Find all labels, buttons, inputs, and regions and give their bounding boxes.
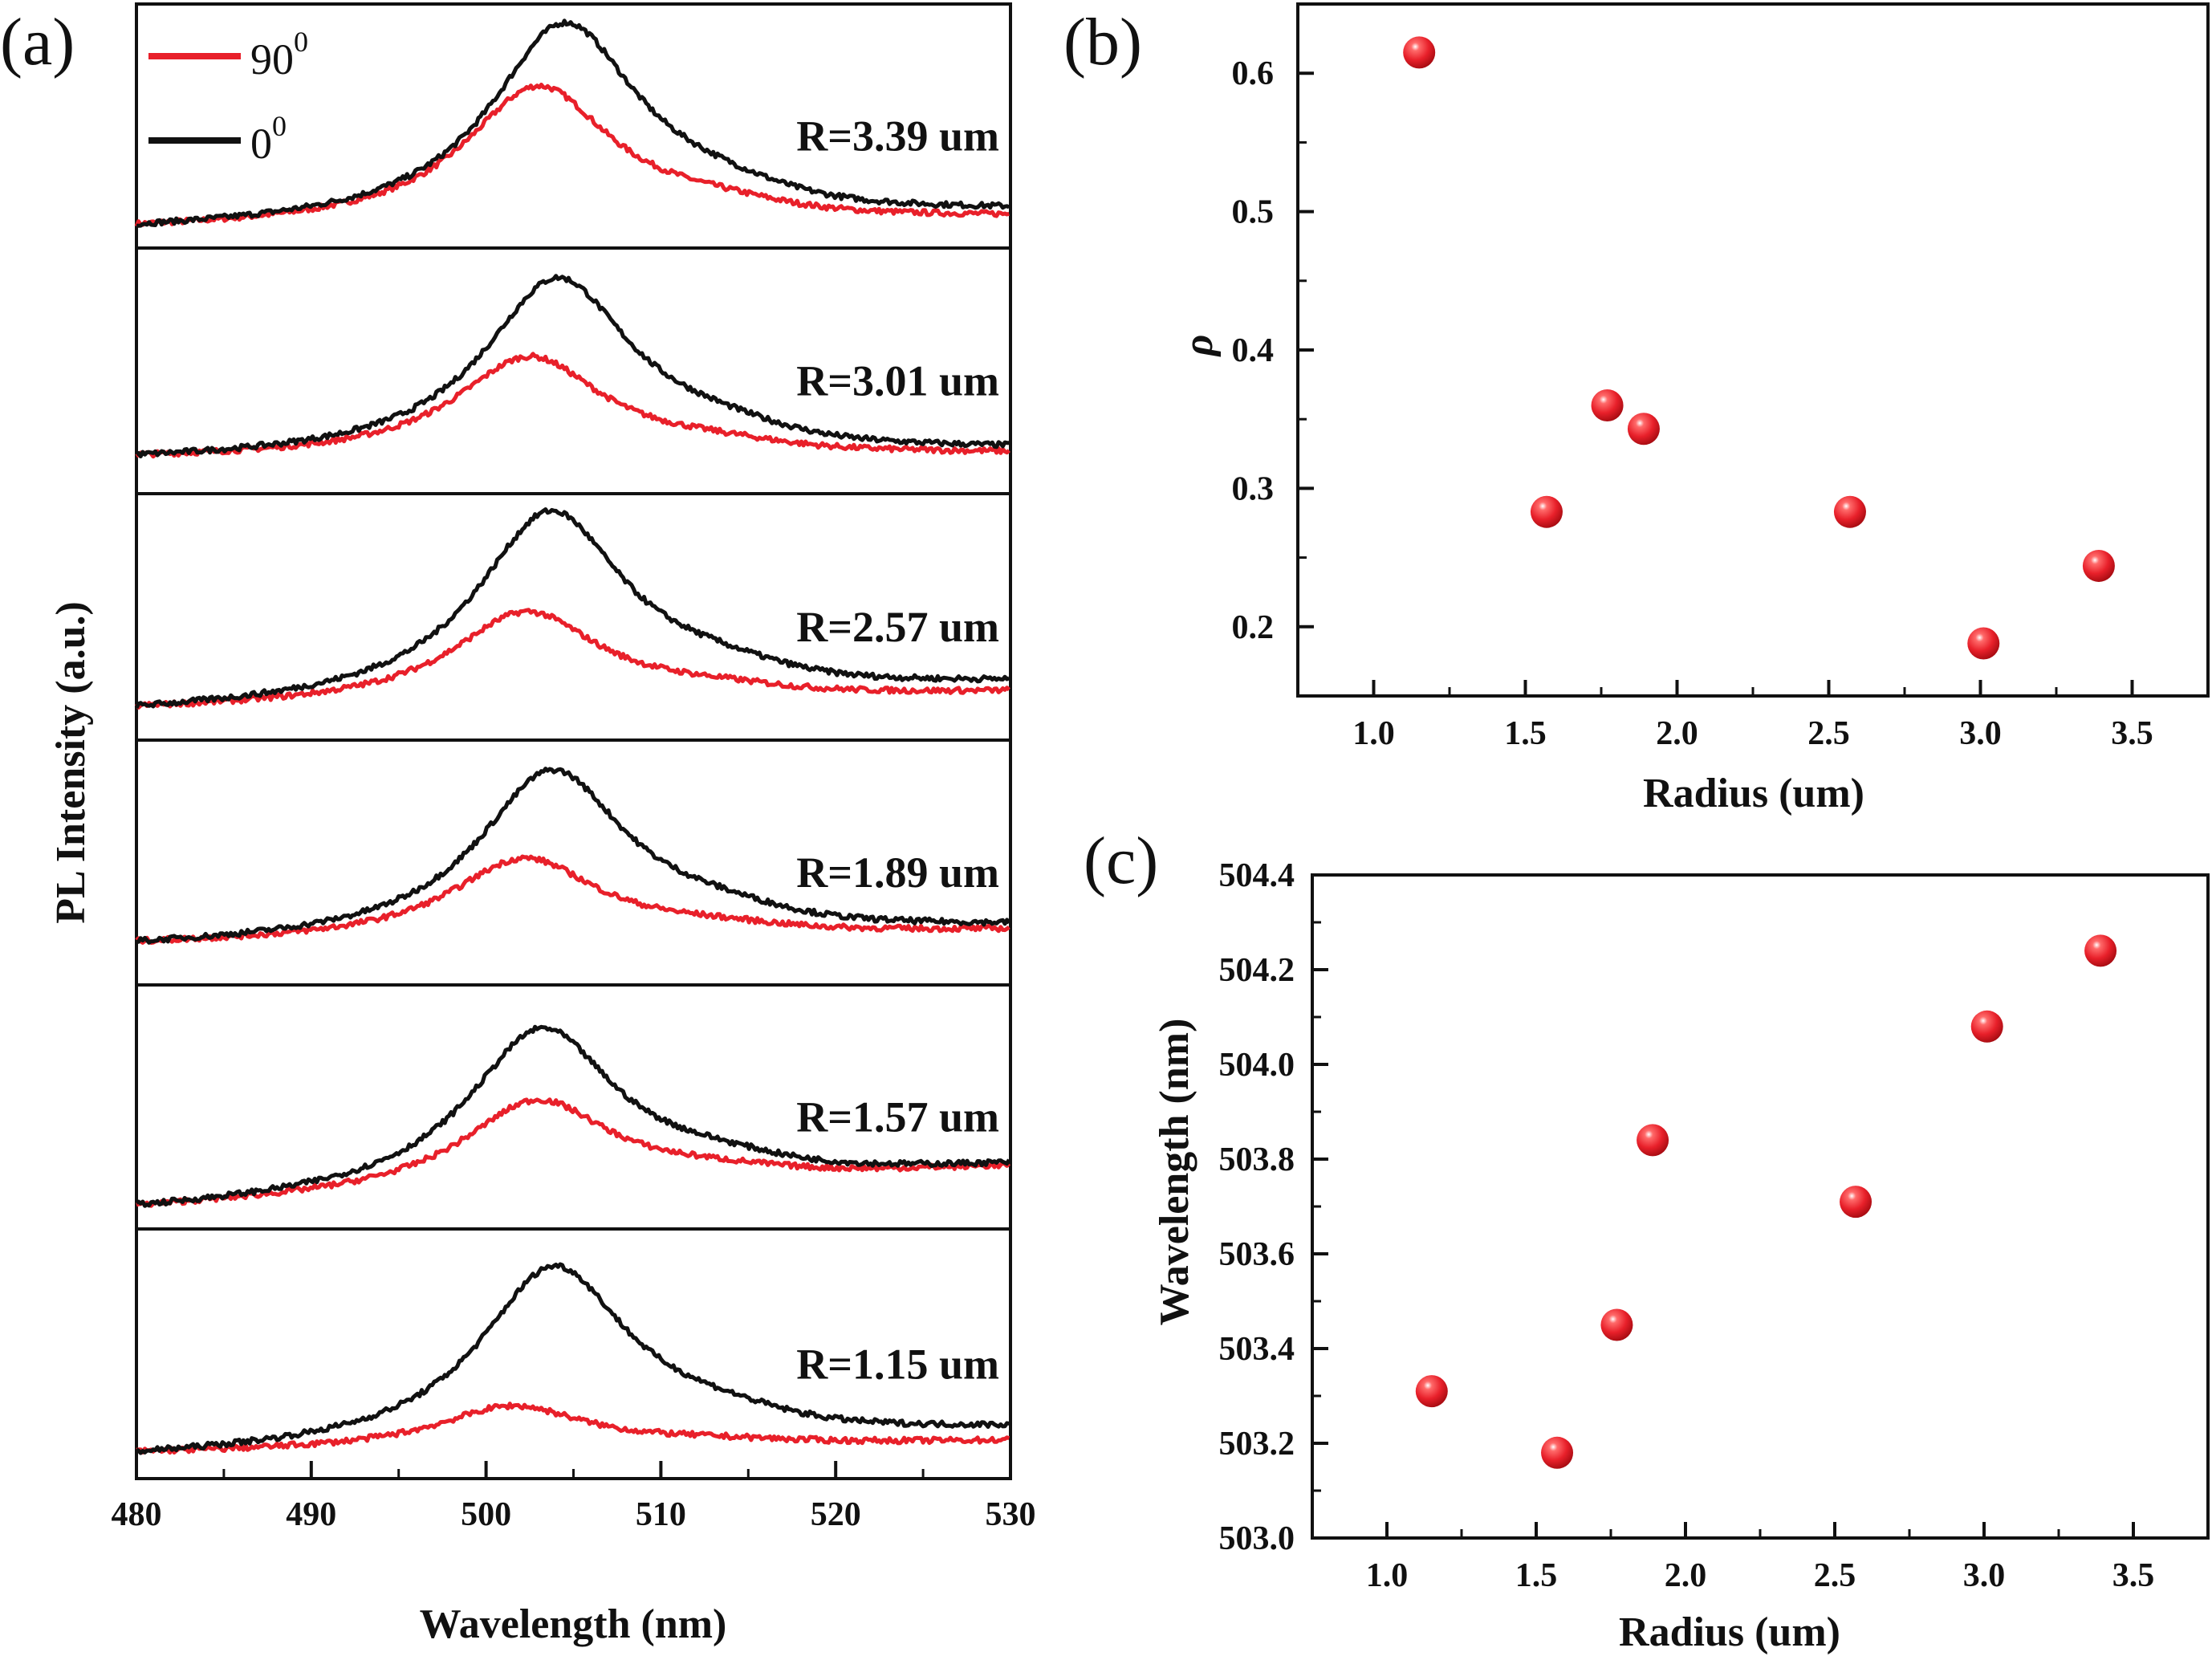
x-tick-label: 2.5 <box>1814 1557 1856 1594</box>
x-tick-label: 490 <box>286 1496 336 1533</box>
data-point <box>2084 934 2117 967</box>
panel-label-a: (a) <box>0 5 75 79</box>
spectrum-red-90deg <box>134 608 1010 710</box>
spectrum-red-90deg <box>134 83 1010 227</box>
radius-label: R=3.39 um <box>796 112 999 160</box>
y-tick-label: 0.6 <box>1232 55 1275 92</box>
radius-label: R=1.89 um <box>796 848 999 897</box>
subplot-3: R=1.89 um <box>135 738 1012 987</box>
data-point <box>1627 413 1660 446</box>
panel-label-c: (c) <box>1084 824 1158 898</box>
subplot-1: R=3.01 um <box>135 246 1012 495</box>
x-tick-label: 1.5 <box>1515 1557 1558 1594</box>
subplot-4: R=1.57 um <box>135 983 1012 1231</box>
spectrum-red-90deg <box>135 854 1010 945</box>
legend-degree: 0 <box>272 110 287 142</box>
spectrum-black-0deg <box>135 274 1010 458</box>
y-tick-label: 504.4 <box>1219 857 1295 894</box>
x-tick-label: 500 <box>461 1496 511 1533</box>
panel-label-b: (b) <box>1063 5 1142 79</box>
panel-b: 1.0 1.5 2.0 2.5 3.0 3.5 0.2 0.3 0.4 0.5 0.6 <box>1232 2 2210 752</box>
x-tick-label: 530 <box>986 1496 1036 1533</box>
data-point <box>1415 1375 1448 1408</box>
radius-label: R=1.57 um <box>796 1092 999 1141</box>
y-tick-label: 504.2 <box>1219 952 1295 989</box>
spectrum-red-90deg <box>136 1402 1010 1455</box>
spectrum-red-90deg <box>136 1097 1011 1208</box>
radius-label: R=1.15 um <box>796 1341 999 1389</box>
panel-a: R=3.39 um R=3.01 um R=2.57 um R=1.89 um R=1.… <box>112 2 1036 1533</box>
spectrum-red-90deg <box>135 352 1010 459</box>
x-tick-label: 3.5 <box>2112 1557 2155 1594</box>
y-tick-label: 0.4 <box>1232 332 1275 369</box>
spectrum-black-0deg <box>136 767 1011 945</box>
data-point <box>1591 389 1624 421</box>
data-point <box>1541 1436 1574 1469</box>
a-xlabel: Wavelength (nm) <box>420 1601 727 1647</box>
x-tick-label: 480 <box>112 1496 162 1533</box>
legend-degree: 0 <box>294 26 308 58</box>
spectrum-black-0deg <box>135 1024 1011 1208</box>
radius-label: R=2.57 um <box>796 603 999 651</box>
subplot-5: R=1.15 um <box>135 1227 1012 1480</box>
data-point <box>1970 1010 2003 1043</box>
legend-label: 900 <box>250 26 308 83</box>
spectrum-black-0deg <box>136 18 1010 228</box>
x-tick-label: 2.0 <box>1665 1557 1707 1594</box>
c-ylabel: Wavelength (nm) <box>1152 1019 1197 1326</box>
y-tick-label: 504.0 <box>1219 1047 1295 1084</box>
c-xlabel: Radius (um) <box>1619 1609 1840 1655</box>
spectrum-black-0deg <box>135 1262 1010 1455</box>
a-ylabel: PL Intensity (a.u.) <box>48 601 94 924</box>
panel-c: 1.0 1.5 2.0 2.5 3.0 3.5 503.0 503.2 503.4 503.6 50… <box>1219 857 2210 1594</box>
x-tick-label: 3.5 <box>2111 715 2153 752</box>
x-tick-label: 1.0 <box>1366 1557 1409 1594</box>
legend-label: 00 <box>250 110 287 168</box>
data-point <box>1637 1124 1669 1157</box>
y-tick-label: 503.4 <box>1219 1331 1295 1368</box>
y-tick-label: 503.6 <box>1219 1236 1295 1273</box>
x-tick-label: 1.0 <box>1352 715 1395 752</box>
b-xlabel: Radius (um) <box>1643 771 1864 816</box>
plot-frame <box>1296 2 2210 698</box>
y-tick-label: 0.2 <box>1232 609 1275 646</box>
plot-frame <box>1311 873 2210 1540</box>
data-point <box>2082 549 2115 582</box>
data-point <box>1967 627 2000 660</box>
y-tick-label: 0.5 <box>1232 194 1275 231</box>
x-tick-label: 3.0 <box>1959 715 2002 752</box>
data-point <box>1403 36 1436 69</box>
y-tick-label: 503.2 <box>1219 1426 1295 1463</box>
x-tick-label: 3.0 <box>1963 1557 2006 1594</box>
data-point <box>1530 495 1563 528</box>
y-tick-label: 0.3 <box>1232 470 1275 507</box>
y-tick-label: 503.0 <box>1219 1520 1295 1557</box>
b-ylabel: ρ <box>1176 335 1222 358</box>
spectrum-black-0deg <box>134 507 1010 710</box>
x-tick-label: 2.5 <box>1807 715 1850 752</box>
data-point <box>1833 495 1866 528</box>
x-tick-label: 2.0 <box>1656 715 1698 752</box>
radius-label: R=3.01 um <box>796 357 999 405</box>
y-tick-label: 503.8 <box>1219 1141 1295 1178</box>
x-tick-label: 1.5 <box>1504 715 1547 752</box>
data-point <box>1600 1308 1633 1341</box>
data-point <box>1840 1186 1872 1219</box>
subplot-2: R=2.57 um <box>134 492 1012 742</box>
x-tick-label: 520 <box>811 1496 861 1533</box>
x-tick-label: 510 <box>636 1496 686 1533</box>
